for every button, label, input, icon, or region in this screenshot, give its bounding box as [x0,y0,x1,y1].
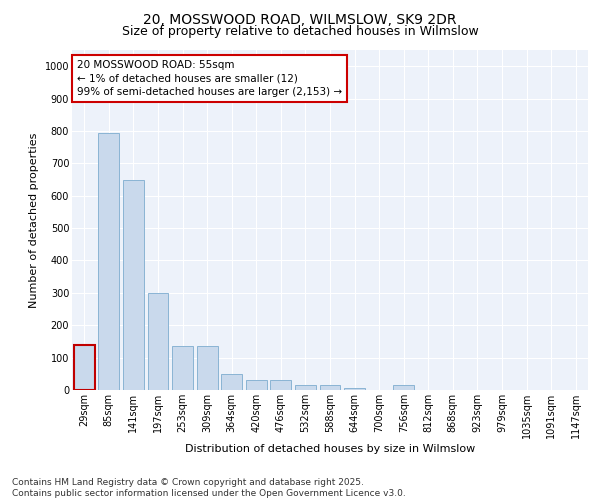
Bar [123,180,144,390]
Bar [295,385,316,390]
Bar [148,293,169,390]
Text: Contains HM Land Registry data © Crown copyright and database right 2025.
Contai: Contains HM Land Registry data © Crown c… [12,478,406,498]
Bar [246,380,267,390]
Bar [221,374,242,390]
Bar [172,346,193,390]
Bar [197,346,218,390]
Bar [344,388,365,390]
Bar [98,132,119,390]
Bar [271,380,292,390]
X-axis label: Distribution of detached houses by size in Wilmslow: Distribution of detached houses by size … [185,444,475,454]
Text: Size of property relative to detached houses in Wilmslow: Size of property relative to detached ho… [122,25,478,38]
Y-axis label: Number of detached properties: Number of detached properties [29,132,39,308]
Bar [320,385,340,390]
Text: 20, MOSSWOOD ROAD, WILMSLOW, SK9 2DR: 20, MOSSWOOD ROAD, WILMSLOW, SK9 2DR [143,12,457,26]
Bar [74,344,95,390]
Bar [393,385,414,390]
Text: 20 MOSSWOOD ROAD: 55sqm
← 1% of detached houses are smaller (12)
99% of semi-det: 20 MOSSWOOD ROAD: 55sqm ← 1% of detached… [77,60,342,96]
